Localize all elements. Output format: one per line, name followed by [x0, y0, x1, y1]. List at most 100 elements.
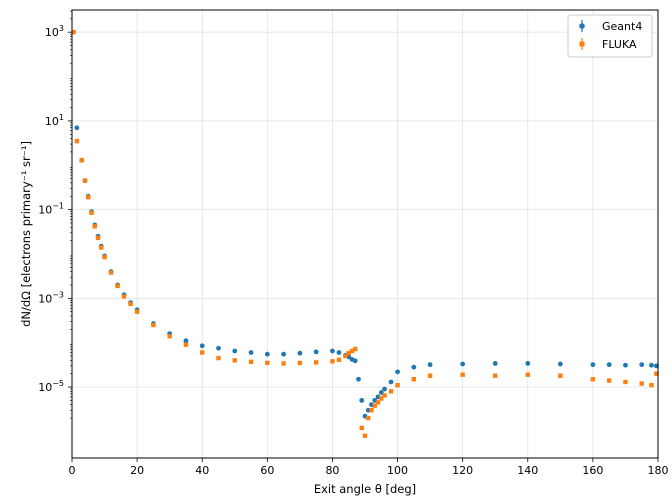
data-point [99, 245, 104, 250]
data-point [606, 378, 612, 383]
legend-marker [579, 23, 585, 29]
y-tick-label: 103 [45, 24, 64, 39]
data-point [558, 373, 563, 378]
data-point [151, 322, 156, 328]
data-point [343, 353, 348, 359]
data-point [232, 358, 237, 363]
y-tick-label: 101 [45, 113, 64, 128]
data-point [369, 408, 374, 413]
data-point [216, 345, 221, 351]
data-point [649, 362, 654, 368]
data-point [74, 138, 80, 144]
data-point [281, 361, 286, 366]
data-point [313, 360, 319, 365]
data-point [460, 372, 465, 377]
data-point [115, 283, 120, 289]
grid-lines [71, 10, 659, 458]
data-point [359, 397, 365, 403]
legend-marker [579, 41, 585, 47]
x-tick-label: 60 [260, 464, 274, 477]
data-point [525, 372, 530, 377]
y-tick-label: 10−5 [38, 379, 64, 394]
x-tick-label: 160 [582, 464, 603, 477]
data-point [623, 379, 628, 385]
data-point [79, 157, 84, 163]
data-point [388, 379, 394, 385]
data-point [128, 301, 133, 307]
data-point [102, 254, 107, 260]
data-point [395, 369, 400, 375]
x-tick-label: 120 [452, 464, 473, 477]
data-point [199, 343, 205, 349]
data-point [590, 362, 596, 368]
data-point [264, 351, 270, 357]
x-axis: 0 20 40 60 80 100 120 140 160 180 [69, 458, 669, 477]
data-point [346, 350, 351, 356]
data-point [297, 360, 303, 366]
series-fluka [71, 29, 659, 438]
x-tick-label: 100 [387, 464, 408, 477]
y-tick-label: 10−3 [38, 290, 64, 305]
data-point [427, 373, 433, 378]
data-point [623, 362, 628, 368]
data-point [134, 309, 140, 314]
data-point [427, 362, 433, 368]
data-point [639, 381, 644, 386]
data-point [265, 360, 270, 366]
data-point [395, 382, 400, 388]
data-point [590, 377, 596, 382]
x-tick-label: 180 [648, 464, 669, 477]
data-point [352, 358, 358, 364]
x-tick-label: 20 [130, 464, 144, 477]
data-point [86, 195, 91, 200]
data-point [525, 361, 531, 366]
data-point [183, 342, 189, 347]
data-point [557, 361, 563, 367]
data-point [356, 376, 361, 382]
data-point [379, 396, 384, 401]
series-layer [71, 29, 659, 438]
data-point [375, 400, 381, 405]
data-point [167, 333, 172, 339]
data-point [183, 338, 189, 344]
data-point [281, 351, 287, 357]
x-tick-label: 0 [69, 464, 76, 477]
data-point [366, 415, 371, 421]
data-point [649, 382, 654, 388]
legend-label: FLUKA [602, 38, 637, 51]
data-point [336, 357, 342, 363]
data-point [460, 361, 466, 367]
data-point [92, 224, 97, 229]
legend-label: Geant4 [602, 20, 642, 33]
data-point [89, 210, 94, 215]
data-point [121, 294, 127, 299]
data-point [74, 125, 80, 131]
data-point [248, 350, 254, 355]
data-point [82, 178, 88, 183]
data-point [411, 377, 417, 382]
data-point [232, 348, 238, 354]
y-tick-label: 10−1 [38, 202, 64, 217]
data-point [248, 359, 254, 365]
data-point [330, 348, 335, 354]
data-point [297, 350, 303, 356]
data-point [330, 359, 335, 364]
data-point [639, 362, 645, 368]
legend: Geant4 FLUKA [567, 14, 653, 58]
data-point [313, 349, 319, 355]
legend-box [567, 14, 653, 58]
data-point [411, 364, 417, 370]
data-point [336, 350, 342, 355]
x-tick-label: 40 [195, 464, 209, 477]
data-point [388, 389, 394, 394]
data-point [216, 355, 221, 361]
data-point [349, 348, 355, 354]
x-axis-label: Exit angle θ [deg] [314, 482, 416, 496]
data-point [95, 235, 101, 241]
data-point [382, 393, 387, 398]
data-point [359, 425, 364, 431]
data-point [372, 403, 377, 408]
data-point [493, 373, 498, 378]
data-point [606, 362, 612, 368]
